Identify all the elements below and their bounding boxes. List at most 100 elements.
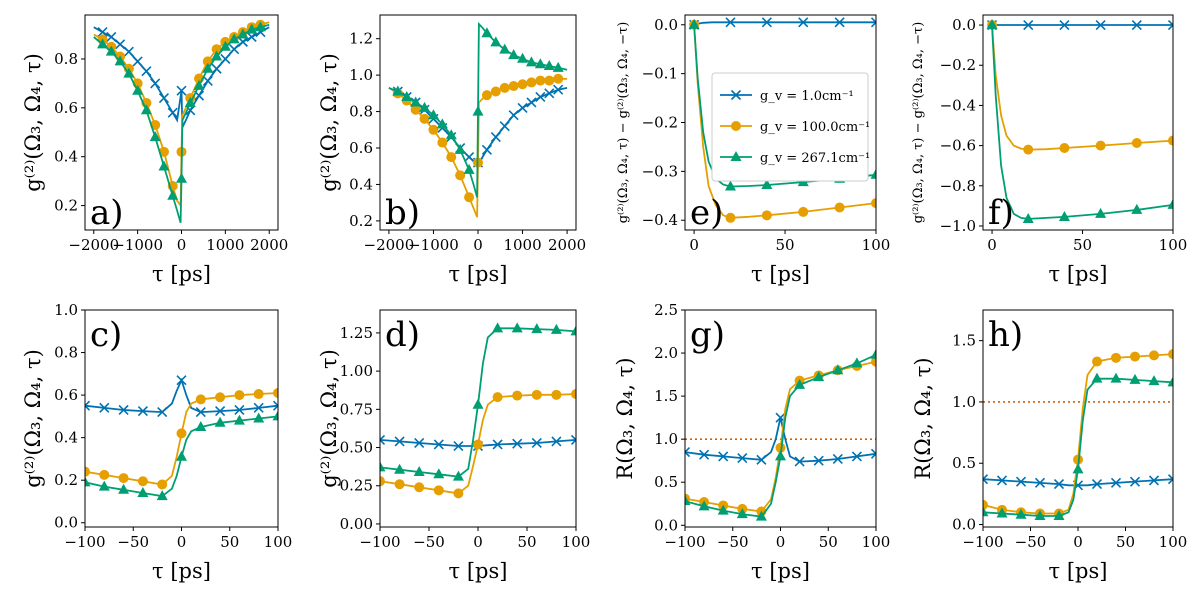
legend-marker	[730, 89, 742, 101]
data-point-blue	[123, 46, 134, 57]
data-point-orange	[195, 394, 206, 405]
data-point-green	[472, 105, 484, 116]
data-point-green	[433, 468, 445, 479]
data-point-green	[794, 378, 806, 389]
x-tick-label: −2000	[68, 236, 119, 254]
data-point-green	[228, 33, 240, 44]
panel-b: −2000−1000 0 1000 2000 0.2 0.4 0.6 0.8 1.0 1.2 τ […	[317, 14, 586, 286]
data-point-blue	[798, 17, 809, 28]
y-tick-label: −0.4	[940, 96, 976, 114]
data-point-orange	[490, 86, 501, 97]
data-point-blue	[535, 91, 546, 103]
data-point-green	[118, 483, 130, 494]
series-line-green	[685, 353, 876, 518]
data-point-orange	[544, 75, 555, 86]
data-point-orange	[492, 392, 503, 403]
data-point-green	[132, 84, 144, 95]
data-point-orange	[761, 210, 772, 221]
data-point-blue	[234, 404, 245, 416]
data-point-blue	[870, 17, 876, 28]
data-point-green	[463, 163, 475, 174]
data-point-green	[511, 322, 523, 333]
data-point-green	[1072, 463, 1084, 474]
data-point-orange	[437, 137, 448, 148]
axes-frame	[982, 14, 1174, 231]
legend-label: g_v = 267.1cm⁻¹	[760, 151, 870, 166]
data-point-orange	[1059, 143, 1070, 154]
data-point-orange	[1023, 144, 1034, 155]
data-point-green	[85, 476, 91, 487]
panel-label: a)	[90, 193, 124, 233]
y-tick-label: 0.4	[54, 429, 78, 447]
y-tick-label: 2.5	[654, 301, 678, 319]
data-point-green	[996, 507, 1008, 518]
data-point-green	[531, 323, 543, 334]
data-point-green	[158, 160, 170, 171]
data-point-blue	[551, 436, 562, 447]
data-point-orange	[508, 81, 519, 92]
data-point-orange	[1168, 349, 1173, 360]
data-point-orange	[871, 198, 876, 209]
data-point-green	[237, 28, 249, 39]
y-tick-label: 0.6	[349, 139, 373, 157]
y-axis-label: g⁽²⁾(Ω₃, Ω₄, τ) − g⁽²⁾(Ω₃, Ω₄, −τ)	[911, 22, 926, 224]
y-axis-label: g⁽²⁾(Ω₃, Ω₄, τ)	[317, 349, 341, 488]
data-point-green	[481, 27, 493, 38]
panel-label: e)	[690, 193, 723, 233]
data-point-orange	[1073, 454, 1083, 465]
x-axis-label: τ [ps]	[152, 559, 211, 583]
data-point-blue	[85, 400, 91, 411]
data-point-orange	[512, 390, 523, 401]
data-point-green	[246, 23, 258, 34]
data-point-orange	[526, 77, 537, 88]
x-tick-label: −100	[359, 533, 400, 551]
data-point-green	[176, 450, 187, 461]
data-point-orange	[499, 82, 510, 93]
y-tick-label: 0.5	[654, 473, 678, 491]
panel-h: −100 −50 0 50 100 0.0 0.5 1.0 1.5 τ [ps] R(Ω₃, Ω₄,…	[911, 309, 1187, 583]
data-point-blue	[1129, 476, 1141, 487]
data-point-blue	[195, 407, 206, 418]
x-tick-label: 100	[1159, 236, 1188, 254]
data-point-blue	[106, 31, 117, 43]
y-axis-label: R(Ω₃, Ω₄, τ)	[613, 357, 637, 479]
legend-label: g_v = 100.0cm⁻¹	[760, 120, 870, 135]
y-tick-label: −0.2	[940, 56, 976, 74]
data-point-green	[272, 410, 278, 421]
data-point-blue	[1167, 474, 1173, 485]
data-point-orange	[157, 479, 168, 490]
panel-c: −100 −50 0 50 100 0.0 0.2 0.4 0.6 0.8 1.0 τ [ps] g⁽²…	[21, 301, 292, 583]
x-tick-label: −50	[1015, 533, 1047, 551]
data-point-green	[1129, 373, 1141, 384]
data-point-blue	[202, 75, 213, 87]
plot-area	[85, 375, 278, 501]
data-point-green	[698, 500, 710, 511]
data-point-orange	[481, 90, 492, 101]
data-point-green	[870, 348, 876, 359]
y-tick-label: 0.2	[349, 212, 373, 230]
data-point-green	[413, 465, 425, 476]
data-point-blue	[1167, 19, 1173, 31]
data-point-green	[724, 180, 736, 191]
data-point-blue	[1034, 477, 1046, 488]
data-point-green	[761, 179, 773, 190]
plot-area	[986, 19, 1173, 223]
data-point-orange	[1149, 350, 1159, 361]
data-point-blue	[141, 66, 152, 77]
data-point-blue	[167, 107, 178, 118]
x-tick-label: 0	[776, 533, 786, 551]
data-point-blue	[1059, 19, 1070, 31]
data-point-blue	[237, 36, 248, 47]
data-point-orange	[834, 202, 845, 213]
data-point-green	[534, 58, 546, 69]
x-tick-label: 100	[862, 236, 891, 254]
data-point-blue	[526, 97, 537, 108]
data-point-green	[137, 486, 149, 497]
data-point-orange	[137, 476, 148, 487]
data-point-orange	[118, 473, 129, 484]
y-tick-label: 0.5	[952, 454, 976, 472]
data-point-green	[717, 504, 729, 515]
data-point-orange	[394, 479, 405, 490]
y-axis-label: R(Ω₃, Ω₄, τ)	[911, 357, 935, 479]
